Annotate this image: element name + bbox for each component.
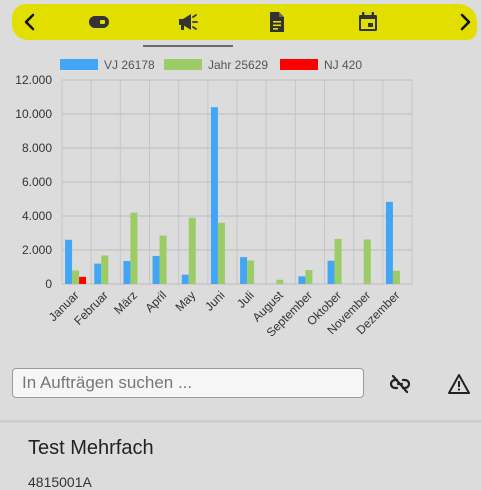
bar	[210, 107, 218, 284]
chevron-right-icon[interactable]	[451, 8, 479, 36]
x-tick-label: May	[172, 288, 198, 314]
chevron-left-icon[interactable]	[16, 8, 44, 36]
calendar-icon[interactable]	[354, 8, 382, 36]
legend-swatch	[280, 59, 318, 70]
toolbar	[0, 0, 481, 50]
bar	[123, 261, 131, 284]
warning-icon[interactable]	[445, 370, 473, 398]
legend-label: NJ 420	[324, 58, 362, 72]
bar	[181, 274, 189, 284]
x-tick-label: Juni	[202, 288, 227, 313]
y-tick-label: 12.000	[15, 73, 52, 87]
legend-swatch	[164, 59, 202, 70]
bar	[392, 270, 400, 284]
bar	[334, 238, 342, 284]
bar	[159, 235, 167, 284]
bar	[327, 260, 335, 284]
bar	[94, 263, 102, 284]
bar	[188, 217, 196, 284]
x-tick-label: März	[111, 288, 140, 317]
bar	[298, 276, 306, 284]
section-divider	[0, 420, 481, 423]
y-tick-label: 6.000	[22, 175, 52, 189]
bar	[72, 270, 80, 284]
toolbar-highlight	[12, 4, 477, 40]
chart-svg: VJ 26178 Jahr 25629 NJ 420 0 2.000 4.000 6.000…	[15, 58, 413, 340]
card-subtitle: 4815001A	[28, 474, 92, 490]
legend-label: VJ 26178	[104, 58, 155, 72]
y-tick-label: 2.000	[22, 243, 52, 257]
legend-label: Jahr 25629	[208, 58, 268, 72]
bar	[65, 239, 73, 284]
y-tick-label: 4.000	[22, 209, 52, 223]
x-tick-label: April	[142, 288, 169, 315]
bar	[247, 260, 255, 284]
legend-swatch	[60, 59, 98, 70]
y-tick-label: 8.000	[22, 141, 52, 155]
bar	[240, 257, 248, 284]
y-tick-label: 0	[45, 277, 52, 291]
bar	[305, 270, 313, 284]
bar	[363, 239, 371, 284]
active-tab-indicator	[143, 45, 233, 47]
bar	[101, 255, 109, 284]
x-tick-label: Juli	[234, 288, 257, 311]
card-title: Test Mehrfach	[28, 437, 154, 459]
y-tick-label: 10.000	[15, 107, 52, 121]
document-icon[interactable]	[263, 8, 291, 36]
megaphone-icon[interactable]	[174, 8, 202, 36]
bar	[276, 279, 284, 284]
bar	[152, 255, 160, 284]
bar	[79, 276, 87, 284]
monthly-bar-chart: VJ 26178 Jahr 25629 NJ 420 0 2.000 4.000 6.000…	[0, 50, 481, 350]
bar	[217, 222, 225, 284]
unlink-icon[interactable]	[386, 370, 414, 398]
search-input[interactable]	[12, 368, 364, 398]
bar	[130, 212, 138, 284]
toggle-icon[interactable]	[85, 8, 113, 36]
bar	[385, 201, 393, 284]
